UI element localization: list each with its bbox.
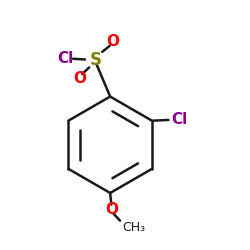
- Text: O: O: [73, 71, 86, 86]
- Text: CH₃: CH₃: [122, 221, 146, 234]
- Text: O: O: [105, 202, 118, 216]
- Text: Cl: Cl: [171, 112, 187, 127]
- Text: S: S: [89, 51, 101, 69]
- Text: O: O: [106, 34, 119, 49]
- Text: Cl: Cl: [57, 51, 73, 66]
